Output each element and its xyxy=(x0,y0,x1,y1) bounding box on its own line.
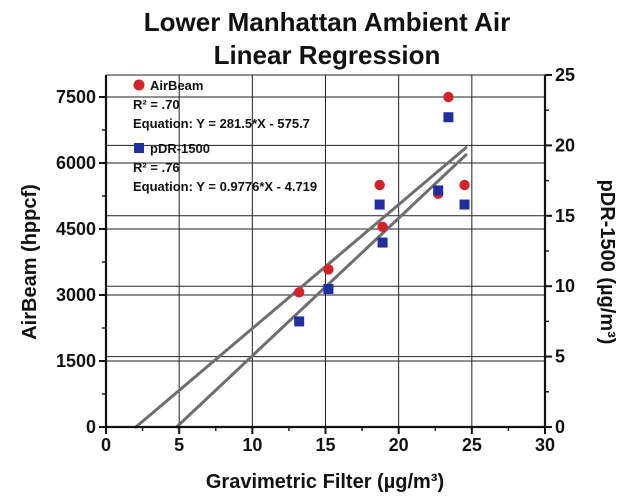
pdr-1500-point-2 xyxy=(374,199,385,210)
x-axis-title: Gravimetric Filter (µg/m³) xyxy=(206,471,444,493)
pdr-1500-point-5 xyxy=(443,112,454,123)
airbeam-point-6 xyxy=(459,179,470,191)
airbeam-point-0 xyxy=(293,287,305,298)
x-tick-label-10: 10 xyxy=(242,435,262,455)
right-y-tick-label-5: 5 xyxy=(555,347,565,367)
right-y-tick-labels: 0 5 10 15 20 25 xyxy=(555,65,575,437)
legend-pdr-marker xyxy=(134,143,144,153)
legend-airbeam-equation: Equation: Y = 281.5*X - 575.7 xyxy=(133,116,310,131)
axes xyxy=(99,74,552,434)
left-y-tick-label-4500: 4500 xyxy=(56,219,96,239)
pdr-1500-point-4 xyxy=(433,185,444,196)
x-tick-label-15: 15 xyxy=(315,435,335,455)
legend-airbeam-r2: R² = .70 xyxy=(133,97,180,112)
legend-pdr-name: pDR-1500 xyxy=(150,141,210,156)
left-y-tick-label-7500: 7500 xyxy=(56,87,96,107)
left-y-tick-label-6000: 6000 xyxy=(56,153,96,173)
pdr-1500-point-1 xyxy=(323,284,334,295)
right-y-tick-label-15: 15 xyxy=(555,206,575,226)
x-tick-labels: 0 5 10 15 20 25 30 xyxy=(101,435,555,455)
legend-pdr-r2: R² = .76 xyxy=(133,160,180,175)
airbeam-point-1 xyxy=(323,264,334,275)
x-tick-label-30: 30 xyxy=(535,435,555,455)
pdr-1500-point-3 xyxy=(377,237,388,248)
regression-line-airbeam xyxy=(134,146,468,429)
right-y-tick-label-10: 10 xyxy=(555,276,575,296)
legend-pdr-equation: Equation: Y = 0.9776*X - 4.719 xyxy=(133,179,317,194)
left-y-axis-title: AirBeam (hppcf) xyxy=(19,184,41,340)
x-tick-label-0: 0 xyxy=(101,435,111,455)
left-y-tick-labels: 0 1500 3000 4500 6000 7500 xyxy=(56,87,96,437)
airbeam-point-2 xyxy=(374,179,385,191)
chart-title-line-1: Lower Manhattan Ambient Air xyxy=(144,7,510,37)
x-tick-label-25: 25 xyxy=(462,435,482,455)
pdr-1500-point-6 xyxy=(459,199,470,210)
right-y-axis-title: pDR-1500 (µg/m³) xyxy=(596,180,618,345)
left-y-tick-label-0: 0 xyxy=(86,417,96,437)
regression-lines xyxy=(134,146,468,429)
regression-line-pdr-1500 xyxy=(175,153,468,429)
pdr-1500-point-0 xyxy=(294,316,305,327)
data-points xyxy=(293,91,470,327)
x-tick-label-5: 5 xyxy=(174,435,184,455)
airbeam-point-5 xyxy=(443,91,454,103)
legend: AirBeam R² = .70 Equation: Y = 281.5*X -… xyxy=(133,78,317,194)
grid-lines xyxy=(106,74,545,427)
left-y-tick-label-1500: 1500 xyxy=(56,351,96,371)
legend-airbeam-marker xyxy=(133,79,145,91)
airbeam-point-3 xyxy=(377,221,388,232)
legend-airbeam-name: AirBeam xyxy=(150,78,203,93)
right-y-tick-label-0: 0 xyxy=(555,417,565,437)
left-y-tick-label-3000: 3000 xyxy=(56,285,96,305)
chart-title-line-2: Linear Regression xyxy=(214,40,441,70)
right-y-tick-label-25: 25 xyxy=(555,65,575,85)
x-tick-label-20: 20 xyxy=(389,435,409,455)
right-y-tick-label-20: 20 xyxy=(555,135,575,155)
